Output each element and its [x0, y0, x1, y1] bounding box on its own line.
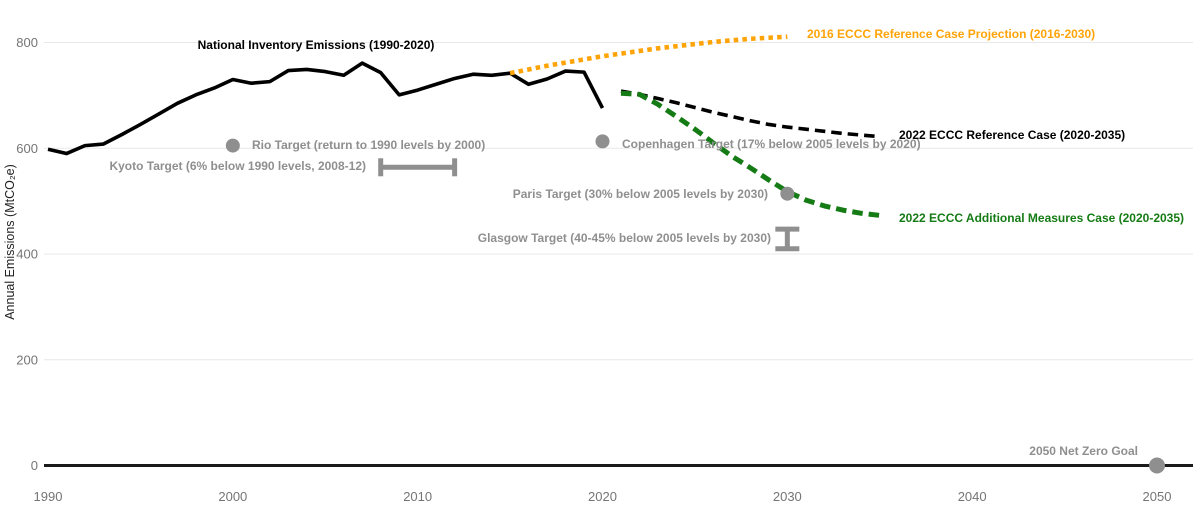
marker-copenhagen_target-dot [595, 134, 610, 149]
marker-rio_target-dot [225, 138, 240, 153]
marker-paris_target-dot [780, 186, 795, 201]
y-tick-label: 400 [16, 247, 38, 262]
series-national_inventory-label: National Inventory Emissions (1990-2020) [198, 38, 435, 52]
annotation-copenhagen_target-label: Copenhagen Target (17% below 2005 levels… [622, 137, 921, 151]
y-tick-label: 0 [31, 458, 38, 473]
series-reference_case_2022-label: 2022 ECCC Reference Case (2020-2035) [899, 128, 1125, 142]
y-tick-label: 200 [16, 352, 38, 367]
x-tick-label: 2010 [403, 489, 432, 504]
x-tick-label: 2020 [588, 489, 617, 504]
marker-net_zero_goal-dot [1148, 457, 1165, 474]
series-reference_case_2022-line [620, 89, 880, 139]
y-tick-label: 600 [16, 141, 38, 156]
series-additional_measures_2022-line [620, 90, 881, 218]
annotation-rio_target-label: Rio Target (return to 1990 levels by 200… [252, 138, 485, 152]
series-reference_projection_2016-line [509, 34, 788, 76]
x-tick-label: 2030 [773, 489, 802, 504]
y-axis-title: Annual Emissions (MtCO₂e) [3, 164, 17, 320]
annotation-net_zero_goal-label: 2050 Net Zero Goal [1029, 444, 1138, 458]
y-tick-label: 800 [16, 35, 38, 50]
annotation-paris_target-label: Paris Target (30% below 2005 levels by 2… [513, 187, 768, 201]
series-reference_projection_2016-label: 2016 ECCC Reference Case Projection (201… [807, 27, 1095, 41]
x-tick-label: 2050 [1143, 489, 1172, 504]
series-additional_measures_2022-label: 2022 ECCC Additional Measures Case (2020… [899, 211, 1184, 225]
x-tick-label: 1990 [34, 489, 63, 504]
annotation-glasgow_target-label: Glasgow Target (40-45% below 2005 levels… [478, 231, 771, 245]
annotation-kyoto_target-label: Kyoto Target (6% below 1990 levels, 2008… [109, 159, 366, 173]
x-tick-label: 2040 [958, 489, 987, 504]
x-tick-label: 2000 [218, 489, 247, 504]
